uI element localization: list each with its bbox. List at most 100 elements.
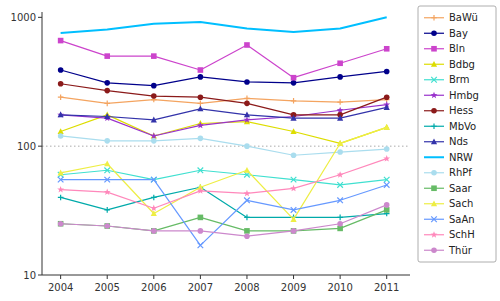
legend-marker bbox=[431, 61, 437, 67]
marker bbox=[384, 46, 390, 52]
marker bbox=[291, 98, 297, 104]
legend-item: Bln bbox=[424, 43, 465, 54]
marker bbox=[244, 79, 250, 85]
legend-label: Bay bbox=[449, 28, 468, 39]
series bbox=[58, 104, 390, 122]
marker bbox=[337, 215, 343, 221]
point bbox=[339, 27, 341, 29]
marker bbox=[198, 228, 204, 234]
marker bbox=[290, 115, 296, 121]
marker bbox=[290, 216, 296, 222]
marker bbox=[337, 115, 343, 121]
marker bbox=[337, 74, 343, 80]
marker bbox=[291, 80, 297, 86]
series-line bbox=[61, 41, 387, 78]
legend-label: Hmbg bbox=[449, 90, 479, 101]
marker bbox=[337, 99, 343, 105]
marker bbox=[384, 69, 390, 75]
series-line bbox=[61, 17, 387, 33]
marker bbox=[384, 124, 390, 130]
legend-item: RhPf bbox=[424, 167, 472, 178]
marker bbox=[58, 67, 64, 73]
marker bbox=[384, 104, 390, 110]
legend-item: Thür bbox=[424, 245, 473, 256]
marker bbox=[198, 67, 204, 73]
marker bbox=[198, 94, 204, 100]
y-tick-label: 10 bbox=[23, 270, 36, 281]
legend-label: Sach bbox=[449, 198, 473, 209]
marker bbox=[291, 75, 297, 81]
marker bbox=[150, 132, 157, 139]
marker bbox=[337, 149, 343, 155]
marker bbox=[197, 105, 203, 111]
x-axis-line bbox=[42, 275, 410, 276]
marker bbox=[244, 42, 250, 48]
legend-item: Hess bbox=[424, 105, 473, 116]
x-tick bbox=[293, 275, 294, 279]
legend-label: Saar bbox=[449, 183, 473, 194]
marker bbox=[244, 215, 250, 221]
legend-label: Nds bbox=[449, 136, 468, 147]
series-line bbox=[61, 180, 387, 246]
y-tick bbox=[38, 17, 42, 18]
marker bbox=[58, 195, 64, 201]
series-line bbox=[61, 105, 387, 136]
marker bbox=[151, 83, 157, 89]
marker bbox=[291, 207, 297, 213]
point bbox=[106, 28, 108, 30]
marker bbox=[291, 177, 297, 183]
x-tick-label: 2009 bbox=[281, 282, 306, 293]
series-line bbox=[61, 136, 387, 155]
marker bbox=[104, 138, 110, 144]
y-axis-line bbox=[42, 12, 43, 275]
marker bbox=[104, 223, 110, 229]
series bbox=[58, 111, 390, 145]
reference-line bbox=[42, 146, 410, 147]
x-tick bbox=[60, 275, 61, 279]
marker bbox=[198, 74, 204, 80]
series-line bbox=[61, 210, 387, 231]
marker bbox=[384, 146, 390, 152]
marker bbox=[151, 177, 157, 183]
marker bbox=[337, 140, 343, 146]
legend-marker bbox=[431, 200, 437, 206]
marker bbox=[291, 228, 297, 234]
marker bbox=[104, 113, 110, 119]
marker bbox=[151, 117, 157, 123]
plot-area bbox=[57, 16, 390, 248]
series bbox=[57, 155, 390, 211]
marker bbox=[198, 167, 204, 173]
marker bbox=[150, 205, 157, 212]
legend-label: SchH bbox=[449, 229, 475, 240]
marker bbox=[337, 221, 343, 227]
marker bbox=[104, 223, 110, 229]
series-line bbox=[61, 70, 387, 86]
series-line bbox=[61, 127, 387, 219]
series bbox=[58, 38, 390, 81]
marker bbox=[151, 195, 157, 201]
series bbox=[58, 67, 390, 88]
marker bbox=[58, 133, 64, 139]
y-tick-label: 1000 bbox=[11, 12, 36, 23]
marker bbox=[58, 221, 64, 227]
point bbox=[60, 32, 62, 34]
x-tick bbox=[153, 275, 154, 279]
point bbox=[386, 16, 388, 18]
marker bbox=[384, 177, 390, 183]
legend-marker bbox=[431, 123, 437, 129]
series bbox=[58, 167, 390, 187]
marker bbox=[291, 152, 297, 158]
marker bbox=[291, 228, 297, 234]
series bbox=[58, 177, 390, 248]
marker bbox=[244, 233, 250, 239]
series-line bbox=[61, 84, 387, 115]
marker bbox=[244, 143, 250, 149]
legend-marker bbox=[431, 231, 438, 238]
x-tick-label: 2007 bbox=[188, 282, 213, 293]
marker bbox=[384, 94, 390, 100]
series-line bbox=[61, 159, 387, 209]
legend: BaWüBayBlnBdbgBrmHmbgHessMbVoNdsNRWRhPfS… bbox=[418, 6, 496, 262]
point bbox=[153, 23, 155, 25]
marker bbox=[151, 228, 157, 234]
point bbox=[293, 31, 295, 33]
